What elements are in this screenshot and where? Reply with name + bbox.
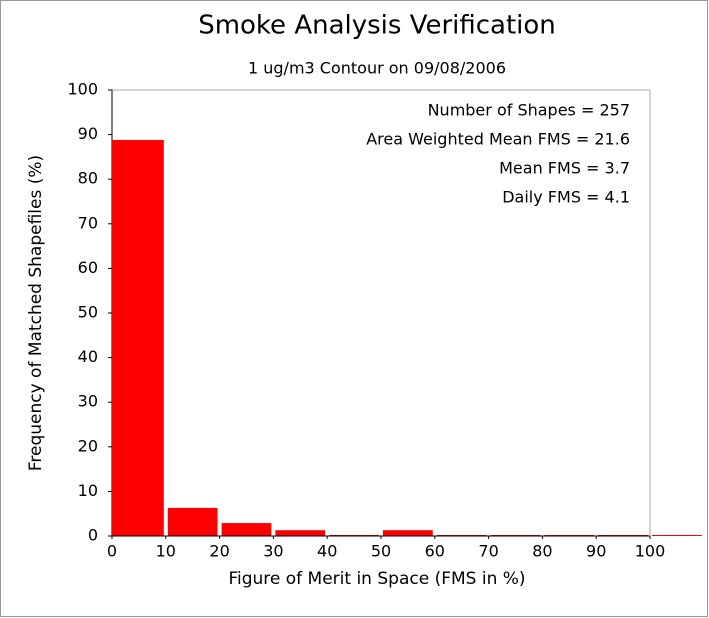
- annotation: Mean FMS = 3.7: [499, 159, 630, 178]
- chart-subtitle: 1 ug/m3 Contour on 09/08/2006: [248, 59, 506, 78]
- x-tick-label: 50: [371, 542, 391, 561]
- y-tick-label: 80: [78, 169, 98, 188]
- bar: [112, 139, 164, 536]
- x-tick-label: 100: [635, 542, 666, 561]
- x-tick-label: 90: [586, 542, 606, 561]
- y-tick-label: 30: [78, 392, 98, 411]
- bar: [275, 530, 326, 536]
- x-tick-label: 30: [263, 542, 283, 561]
- y-tick-label: 50: [78, 303, 98, 322]
- bar: [167, 507, 218, 536]
- y-tick-label: 10: [78, 481, 98, 500]
- x-tick-label: 70: [478, 542, 498, 561]
- x-tick-label: 40: [317, 542, 337, 561]
- y-axis-label: Frequency of Matched Shapefiles (%): [26, 155, 46, 471]
- y-tick-label: 60: [78, 258, 98, 277]
- y-tick-label: 0: [88, 526, 98, 545]
- annotation: Number of Shapes = 257: [428, 101, 630, 120]
- x-tick-label: 10: [156, 542, 176, 561]
- annotation: Area Weighted Mean FMS = 21.6: [366, 130, 630, 149]
- y-tick-label: 70: [78, 213, 98, 232]
- y-tick-label: 40: [78, 347, 98, 366]
- bar: [652, 535, 702, 536]
- chart-title: Smoke Analysis Verification: [198, 11, 556, 41]
- bar: [221, 523, 272, 536]
- x-tick-label: 20: [209, 542, 229, 561]
- x-axis-label: Figure of Merit in Space (FMS in %): [228, 569, 525, 589]
- y-tick-label: 100: [67, 80, 98, 99]
- y-tick-label: 20: [78, 436, 98, 455]
- bar: [383, 530, 433, 536]
- y-tick-label: 90: [78, 124, 98, 143]
- annotation: Daily FMS = 4.1: [502, 188, 630, 207]
- x-tick-label: 0: [107, 542, 117, 561]
- x-tick-label: 80: [532, 542, 552, 561]
- x-tick-label: 60: [425, 542, 445, 561]
